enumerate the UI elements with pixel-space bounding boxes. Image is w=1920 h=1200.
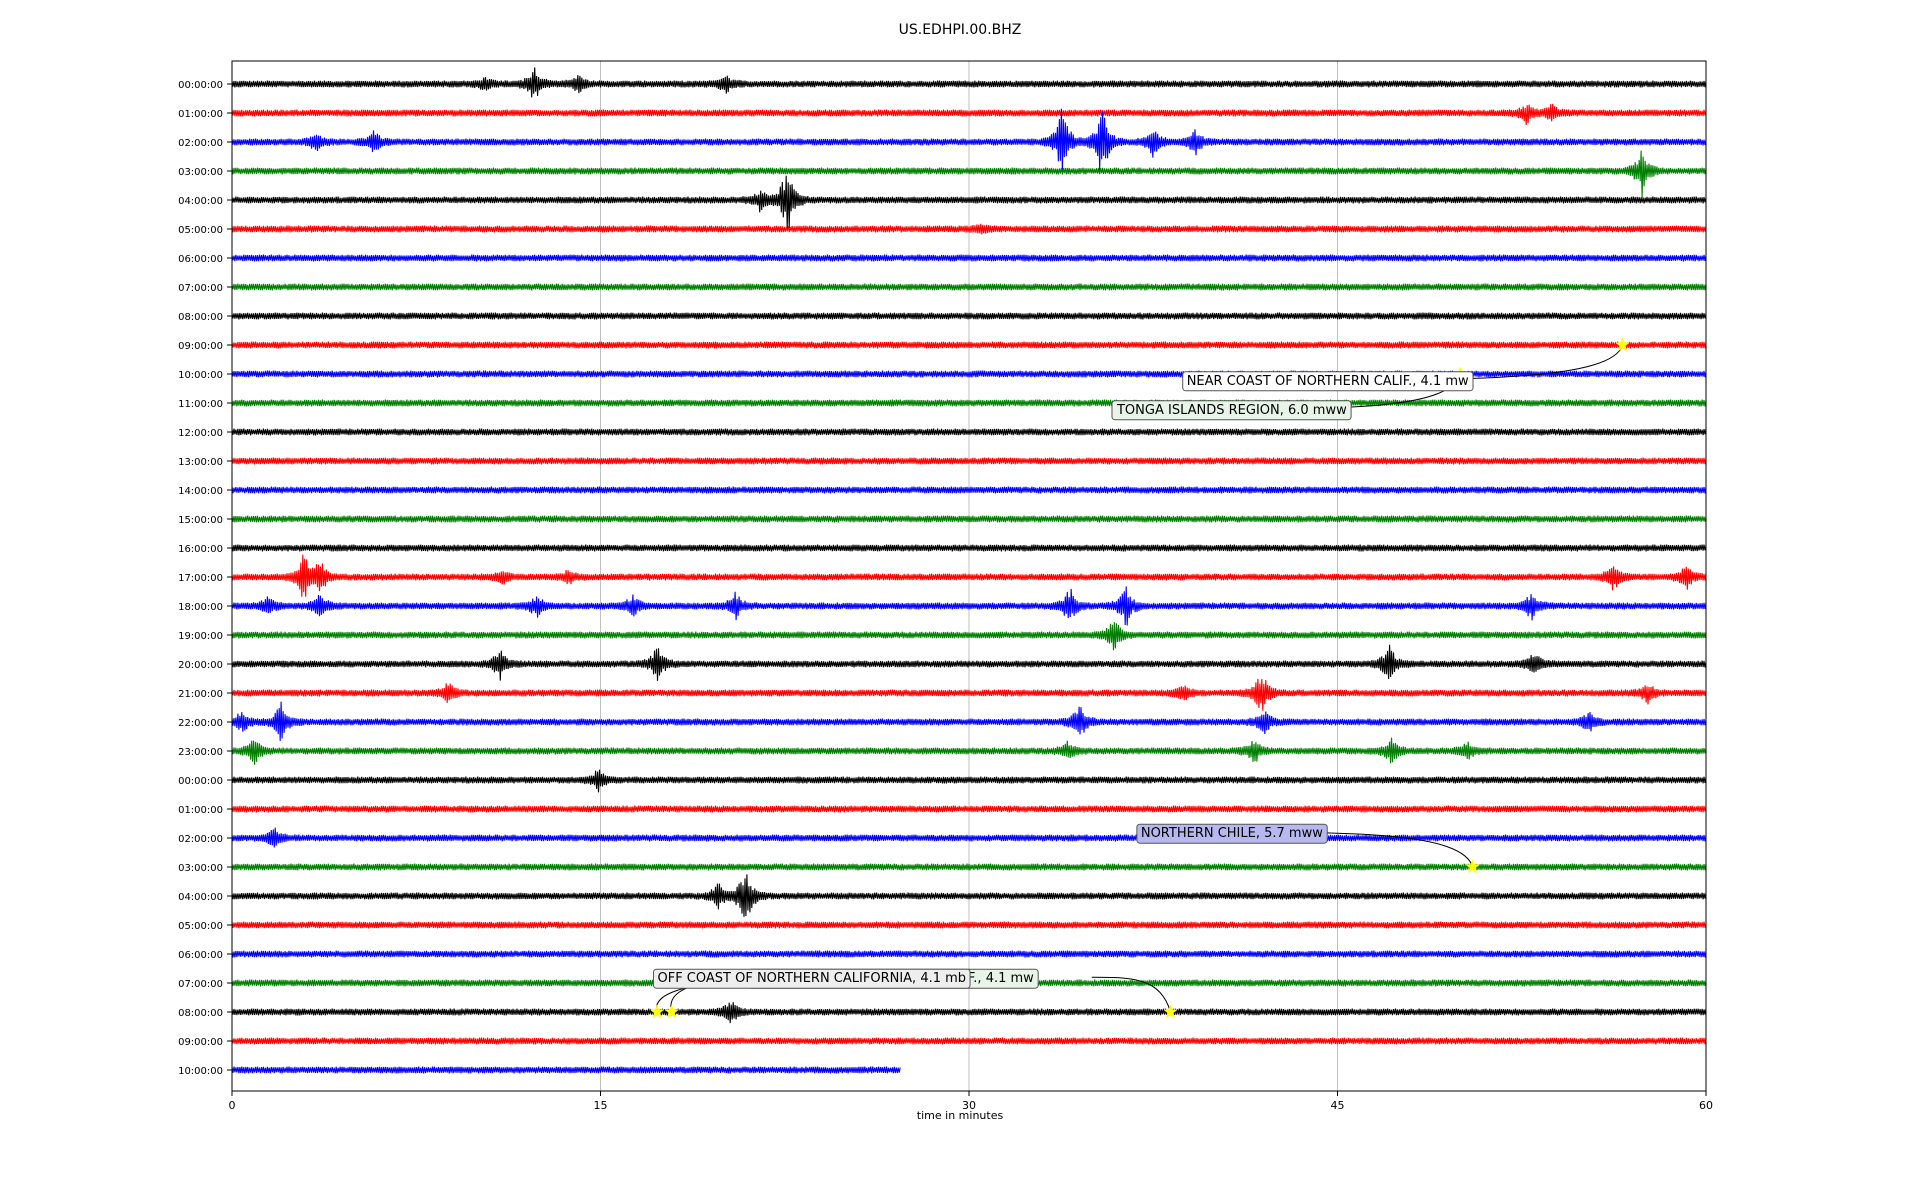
- event-label-box: [1182, 371, 1474, 392]
- event-label: NEAR COAST OF NORTHERN CALIF., 4.1 mw: [1182, 371, 1474, 392]
- row-label: 01:00:00: [178, 109, 223, 120]
- row-label: 18:00:00: [178, 602, 223, 613]
- trace-row: [231, 586, 1707, 626]
- x-tick-label: 30: [962, 1099, 976, 1112]
- row-label: 11:00:00: [178, 399, 223, 410]
- trace-row: [231, 399, 1707, 407]
- trace-row: [231, 863, 1707, 871]
- row-label: 17:00:00: [178, 573, 223, 584]
- trace-row: [231, 67, 1707, 98]
- trace-row: [231, 1002, 1707, 1024]
- row-label: 08:00:00: [178, 312, 223, 323]
- trace-row: [231, 1066, 901, 1074]
- x-tick-label: 15: [594, 1099, 608, 1112]
- trace-row: [231, 1037, 1707, 1045]
- event-label-text: TONGA ISLANDS REGION, 6.0 mww: [1116, 403, 1347, 418]
- trace-row: [231, 805, 1707, 813]
- trace-row: [231, 644, 1707, 681]
- event-star-marker: [1465, 859, 1480, 874]
- trace-row: [231, 554, 1707, 597]
- row-label: 04:00:00: [178, 892, 223, 903]
- trace-row: [231, 769, 1707, 793]
- trace-row: [231, 457, 1707, 465]
- event-label-text: NORTHERN CHILE, 5.7 mww: [1141, 826, 1323, 841]
- x-tick-label: 0: [229, 1099, 236, 1112]
- event-star-marker: [649, 1004, 665, 1019]
- row-label: 03:00:00: [178, 863, 223, 874]
- row-label: 07:00:00: [178, 283, 223, 294]
- event-label-text: NEAR COAST OF NORTHERN CALIF., 4.1 mw: [1187, 374, 1469, 389]
- row-label: 02:00:00: [178, 834, 223, 845]
- row-labels: 00:00:00 01:00:00 02:00:00 03:00:00 04:00:00…: [178, 80, 232, 1077]
- row-label: 10:00:00: [178, 370, 223, 381]
- trace-row: [231, 312, 1707, 320]
- event-label: OFF COAST OF NORTHERN CALIFORNIA, 4.1 mb: [652, 968, 971, 989]
- event-label-text: OFF COAST OF NORTHERN CALIFORNIA, 4.1 mb: [657, 971, 966, 986]
- event-star-marker: [1163, 1004, 1178, 1019]
- x-tick-label: 45: [1331, 1099, 1345, 1112]
- row-label: 06:00:00: [178, 254, 223, 265]
- row-label: 13:00:00: [178, 457, 223, 468]
- row-label: 14:00:00: [178, 486, 223, 497]
- trace-row: [231, 341, 1707, 349]
- trace-row: [231, 103, 1707, 126]
- event-label: NORTHERN CHILE, 5.7 mww: [1136, 823, 1328, 844]
- row-label: 07:00:00: [178, 979, 223, 990]
- trace-row: [231, 544, 1707, 552]
- row-label: 05:00:00: [178, 921, 223, 932]
- trace-row: [231, 678, 1707, 711]
- row-label: 08:00:00: [178, 1008, 223, 1019]
- event-label-box: [1111, 400, 1352, 421]
- trace-row: [231, 283, 1707, 291]
- trace-row: [231, 486, 1707, 494]
- row-label: 15:00:00: [178, 515, 223, 526]
- event-annotations: NEAR COAST OF NORTHERN CALIF., 4.1 mw TON…: [649, 337, 1630, 1019]
- row-label: 03:00:00: [178, 167, 223, 178]
- trace-row: [231, 175, 1707, 230]
- row-label: 06:00:00: [178, 950, 223, 961]
- event-star-marker: [664, 1004, 680, 1019]
- trace-row: [231, 950, 1707, 958]
- trace-row: [231, 150, 1707, 198]
- event-label-box: [652, 968, 971, 989]
- row-label: 00:00:00: [178, 776, 223, 787]
- row-label: 02:00:00: [178, 138, 223, 149]
- plot-frame: [231, 60, 1707, 1092]
- row-label: 12:00:00: [178, 428, 223, 439]
- trace-row: [231, 921, 1707, 929]
- trace-row: [231, 254, 1707, 262]
- row-label: 19:00:00: [178, 631, 223, 642]
- event-label: TONGA ISLANDS REGION, 6.0 mww: [1111, 400, 1352, 421]
- row-label: 09:00:00: [178, 1037, 223, 1048]
- row-label: 00:00:00: [178, 80, 223, 91]
- row-label: 22:00:00: [178, 718, 223, 729]
- event-connector: [1091, 976, 1171, 1013]
- x-tick-label: 60: [1699, 1099, 1713, 1112]
- trace-row: [231, 737, 1707, 765]
- trace-row: [231, 701, 1707, 741]
- row-label: 20:00:00: [178, 660, 223, 671]
- row-label: 05:00:00: [178, 225, 223, 236]
- event-star-marker: [1615, 337, 1630, 352]
- row-label: 23:00:00: [178, 747, 223, 758]
- chart-title: US.EDHPI.00.BHZ: [899, 22, 1022, 38]
- row-label: 21:00:00: [178, 689, 223, 700]
- trace-row: [231, 515, 1707, 523]
- row-label: 09:00:00: [178, 341, 223, 352]
- row-label: 10:00:00: [178, 1066, 223, 1077]
- trace-row: [231, 622, 1707, 651]
- row-label: 04:00:00: [178, 196, 223, 207]
- event-label-box: [1136, 823, 1328, 844]
- trace-row: [231, 428, 1707, 436]
- trace-row: [231, 874, 1707, 917]
- x-axis-label: time in minutes: [917, 1109, 1004, 1122]
- trace-row: [231, 223, 1707, 235]
- trace-row: [231, 827, 1707, 848]
- x-axis-ticks: 0 15 30 45 60: [229, 1091, 1713, 1112]
- row-label: 16:00:00: [178, 544, 223, 555]
- trace-row: [231, 108, 1707, 175]
- row-label: 01:00:00: [178, 805, 223, 816]
